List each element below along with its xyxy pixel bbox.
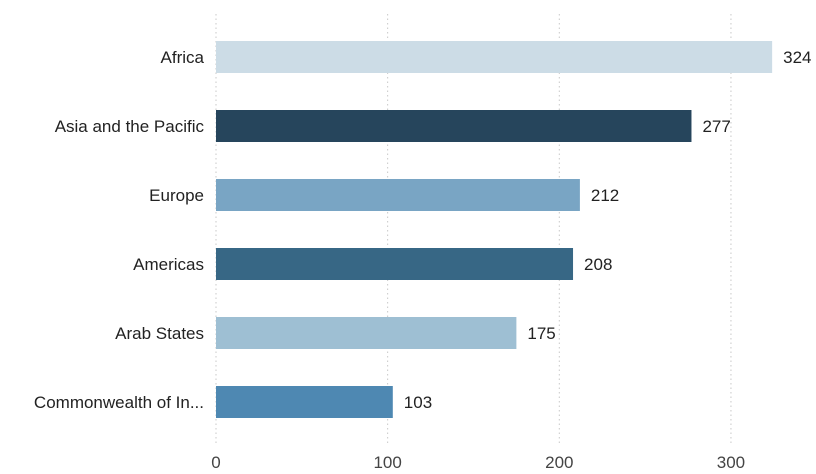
value-label: 208 <box>584 255 612 274</box>
x-tick-label: 300 <box>717 453 745 472</box>
bar-layer <box>216 41 773 418</box>
category-label: Arab States <box>115 324 204 343</box>
x-tick-label: 100 <box>373 453 401 472</box>
bar[interactable] <box>216 317 517 349</box>
category-label: Africa <box>161 48 205 67</box>
grid-layer <box>215 14 732 446</box>
x-tick-label: 0 <box>211 453 220 472</box>
category-label: Asia and the Pacific <box>55 117 205 136</box>
value-label: 212 <box>591 186 619 205</box>
bar[interactable] <box>216 248 574 280</box>
x-tick-label: 200 <box>545 453 573 472</box>
bar[interactable] <box>216 110 692 142</box>
tick-layer: 0 100 200 300 <box>211 453 745 472</box>
value-label: 324 <box>783 48 811 67</box>
category-label: Europe <box>149 186 204 205</box>
category-label: Americas <box>133 255 204 274</box>
bar[interactable] <box>216 179 580 211</box>
value-label: 175 <box>527 324 555 343</box>
category-label: Commonwealth of In... <box>34 393 204 412</box>
bar[interactable] <box>216 386 393 418</box>
bar[interactable] <box>216 41 773 73</box>
value-label: 103 <box>404 393 432 412</box>
value-label: 277 <box>702 117 730 136</box>
label-layer: Africa 324 Asia and the Pacific 277 Europe 21… <box>34 48 812 412</box>
